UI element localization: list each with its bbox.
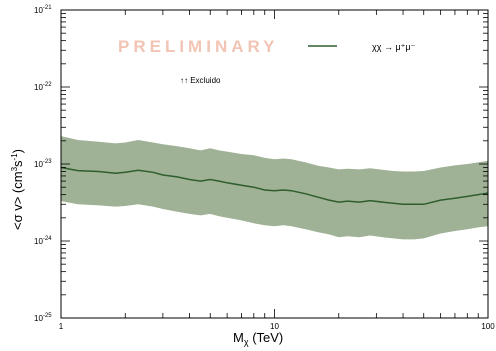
uncertainty-band — [61, 136, 488, 240]
y-tick-label: 10-21 — [34, 5, 52, 15]
tick-marks — [60, 10, 489, 319]
limit-line-layer — [60, 166, 489, 206]
legend-series-label: χχ → μ⁺μ⁻ — [372, 42, 416, 52]
y-tick-label: 10-25 — [34, 313, 52, 323]
x-tick-labels: 1 10 100 — [59, 322, 495, 331]
excluded-region-annotation: ↑↑ Excluido — [180, 76, 221, 85]
y-tick-label: 10-23 — [34, 159, 52, 169]
limit-line — [60, 166, 489, 206]
x-axis-title: Mχ (TeV) — [233, 330, 283, 347]
y-tick-labels: 10-25 10-24 10-23 10-22 10-21 — [34, 5, 52, 323]
y-tick-label: 10-22 — [34, 82, 52, 92]
x-tick-label: 100 — [481, 322, 495, 331]
x-tick-label: 1 — [59, 322, 64, 331]
y-axis-title: <σ v> (cm3s-1) — [10, 149, 25, 230]
y-tick-label: 10-24 — [34, 236, 52, 246]
x-tick-label: 10 — [270, 322, 279, 331]
uncertainty-band-layer — [61, 136, 488, 240]
preliminary-watermark: PRELIMINARY — [118, 37, 279, 56]
